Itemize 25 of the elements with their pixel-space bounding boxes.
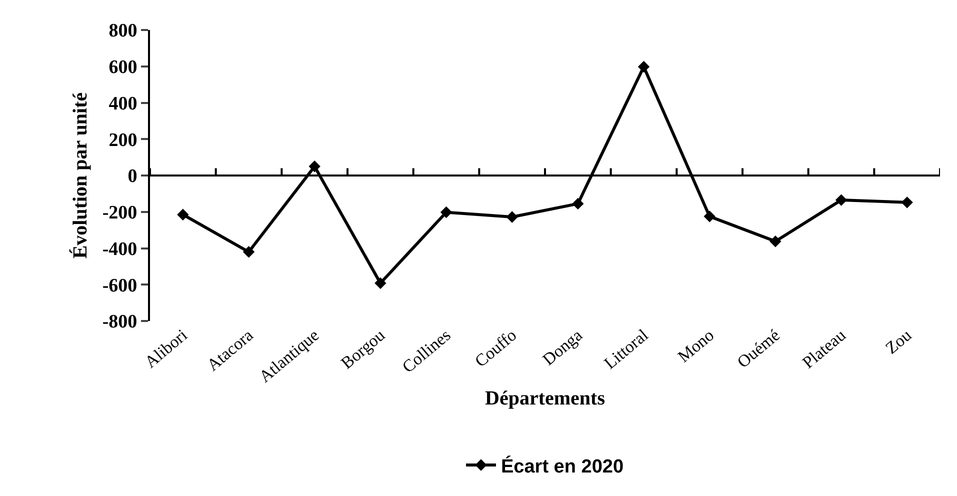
point	[177, 208, 189, 220]
point	[506, 211, 518, 223]
y-tick-label: 0	[128, 166, 138, 188]
point	[638, 60, 650, 73]
y-tick-label: -200	[102, 202, 138, 224]
y-tick-label: 800	[108, 20, 138, 42]
point	[374, 277, 386, 290]
x-axis-title: Départements	[485, 388, 606, 410]
y-tick-label: -400	[102, 238, 138, 260]
point	[704, 210, 716, 222]
y-tick-label: 600	[108, 57, 138, 78]
point	[835, 194, 848, 206]
point	[770, 235, 782, 248]
y-tick-label: -800	[102, 312, 138, 333]
point	[901, 196, 913, 208]
point	[242, 246, 255, 258]
y-tick-label: 400	[108, 93, 138, 114]
point	[572, 198, 584, 210]
y-tick-label: 200	[108, 130, 138, 151]
point	[308, 160, 320, 172]
y-axis-title: Évolution par unité	[68, 92, 92, 259]
x-tick-label: Zou	[882, 325, 916, 358]
point	[440, 206, 452, 218]
y-tick-label: -600	[102, 275, 138, 296]
legend-label: Écart en 2020	[501, 455, 624, 478]
